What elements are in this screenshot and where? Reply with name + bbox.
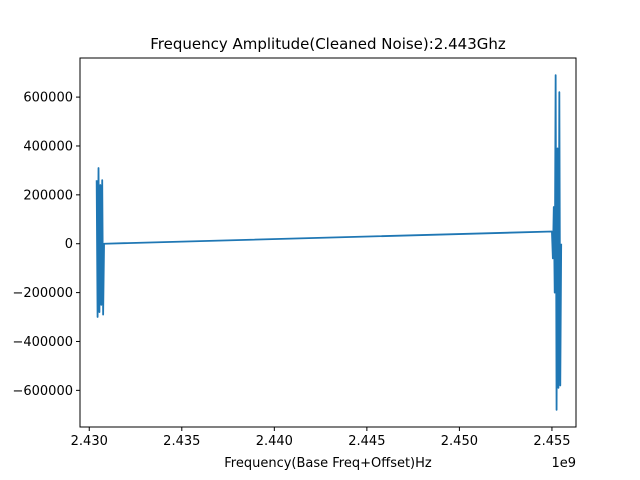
chart-title: Frequency Amplitude(Cleaned Noise):2.443… <box>150 35 506 53</box>
x-axis-label: Frequency(Base Freq+Offset)Hz <box>224 456 432 471</box>
x-axis: 2.430 2.435 2.440 2.445 2.450 2.455 <box>71 427 571 449</box>
y-tick-label: 200000 <box>23 188 73 203</box>
x-tick-label: 2.445 <box>348 434 385 449</box>
series-group <box>95 74 563 411</box>
x-axis-offset-label: 1e9 <box>551 456 576 471</box>
x-tick-label: 2.440 <box>256 434 293 449</box>
x-tick-label: 2.455 <box>533 434 570 449</box>
y-tick-label: 600000 <box>23 91 73 106</box>
x-tick-label: 2.430 <box>71 434 108 449</box>
plot-area <box>79 57 577 428</box>
y-axis: 600000 400000 200000 0 −200000 −400000 −600000 <box>12 91 80 399</box>
x-tick-label: 2.435 <box>163 434 200 449</box>
y-tick-label: −600000 <box>12 384 73 399</box>
y-tick-label: 400000 <box>23 139 73 154</box>
series-line <box>95 74 563 411</box>
x-tick-label: 2.450 <box>441 434 478 449</box>
y-tick-label: −400000 <box>12 335 73 350</box>
y-tick-label: −200000 <box>12 286 73 301</box>
plot-frame <box>79 57 577 428</box>
y-tick-label: 0 <box>65 237 73 252</box>
